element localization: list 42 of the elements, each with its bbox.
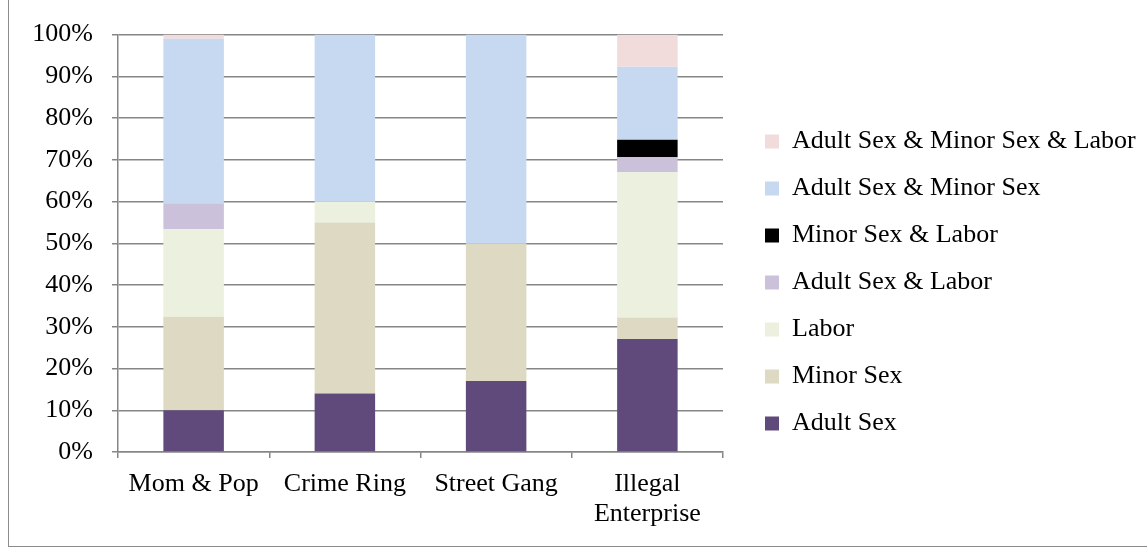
y-tick-label: 70%: [45, 143, 93, 173]
y-tick-label: 20%: [45, 352, 93, 382]
bar: [163, 34, 224, 39]
y-tick-label: 30%: [45, 310, 93, 340]
bar: [617, 66, 678, 140]
y-tick-label: 100%: [32, 18, 93, 48]
x-tick-label: Street Gang: [434, 467, 558, 497]
bar: [465, 243, 527, 382]
x-tick-label: Illegal Enterprise: [593, 467, 701, 527]
y-tick-label: 10%: [45, 394, 93, 424]
bar: [617, 172, 678, 318]
legend-label: Minor Sex: [792, 360, 903, 390]
bar: [314, 34, 376, 202]
y-tick-label: 80%: [45, 101, 93, 131]
legend-label: Adult Sex & Labor: [792, 266, 993, 296]
y-tick-label: 60%: [45, 185, 93, 215]
bar: [163, 229, 224, 317]
bar: [314, 222, 376, 394]
y-tick-label: 40%: [45, 268, 93, 298]
legend-label: Adult Sex: [792, 407, 897, 437]
bar: [314, 393, 376, 452]
bar: [163, 410, 224, 452]
x-tick-label: Crime Ring: [283, 467, 406, 497]
bar: [163, 316, 224, 411]
y-tick-label: 90%: [45, 60, 93, 90]
bar: [617, 317, 678, 339]
bar: [617, 156, 678, 173]
legend-label: Labor: [792, 313, 855, 343]
y-tick-label: 0%: [58, 435, 93, 465]
bar: [465, 381, 527, 452]
bar: [465, 34, 527, 244]
bar: [163, 203, 224, 230]
bar: [314, 201, 376, 223]
legend-label: Adult Sex & Minor Sex: [792, 172, 1041, 202]
bar: [617, 338, 678, 452]
legend-label: Minor Sex & Labor: [792, 219, 999, 249]
bar: [163, 38, 224, 204]
x-tick-label: Mom & Pop: [128, 467, 259, 497]
bar: [617, 34, 678, 67]
bar: [617, 139, 678, 157]
legend-label: Adult Sex & Minor Sex & Labor: [792, 125, 1137, 155]
y-tick-label: 50%: [45, 227, 93, 257]
